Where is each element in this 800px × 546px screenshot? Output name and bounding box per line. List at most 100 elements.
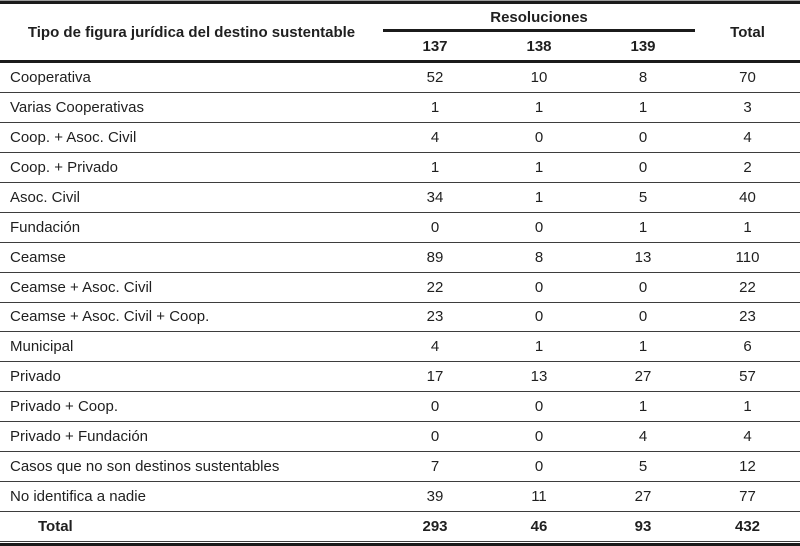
row-value: 4	[743, 428, 752, 446]
row-value: 77	[739, 488, 756, 506]
row-value: 1	[638, 218, 648, 236]
table-row: Fundación 0 0 1 1	[0, 211, 800, 242]
table-row: Varias Cooperativas 1 1 1 3	[0, 91, 800, 122]
row-label: Varias Cooperativas	[10, 98, 144, 116]
table-row: Cooperativa 52 10 8 70	[0, 63, 800, 92]
table-row: Asoc. Civil 34 1 5 40	[0, 181, 800, 212]
row-value: 52	[426, 68, 444, 86]
row-value: 57	[739, 368, 756, 386]
table-row: Privado + Coop. 0 0 1 1	[0, 391, 800, 421]
table-row: Ceamse + Asoc. Civil + Coop. 23 0 0 23	[0, 301, 800, 332]
row-value: 0	[534, 128, 544, 146]
table-bottom-gap	[0, 542, 800, 543]
table-row: Privado + Fundación 0 0 4 4	[0, 421, 800, 451]
header-total-label: Total	[730, 23, 765, 41]
table-header: Tipo de figura jurídica del destino sust…	[0, 4, 800, 60]
row-value: 23	[426, 308, 444, 326]
row-label: Privado + Fundación	[10, 428, 149, 446]
table-row: Privado 17 13 27 57	[0, 361, 800, 391]
row-value: 8	[638, 68, 648, 86]
header-resoluciones-group: Resoluciones 137 138 139	[383, 4, 695, 60]
row-value: 0	[638, 278, 648, 296]
row-value: 13	[530, 368, 548, 386]
row-value: 1	[534, 98, 544, 116]
row-value: 0	[534, 308, 544, 326]
row-value: 1	[534, 338, 544, 356]
row-value: 4	[638, 428, 648, 446]
row-label: Asoc. Civil	[10, 188, 81, 206]
row-value: 5	[638, 188, 648, 206]
row-label: Ceamse	[10, 248, 66, 266]
row-label: Fundación	[10, 218, 81, 236]
row-value: 0	[534, 428, 544, 446]
row-value: 432	[734, 518, 761, 536]
row-label: No identifica a nadie	[10, 488, 146, 506]
row-value: 4	[430, 128, 440, 146]
table-bottom-thin-rule	[0, 541, 800, 542]
row-value: 293	[422, 518, 448, 536]
table-row: No identifica a nadie 39 11 27 77	[0, 481, 800, 511]
row-label: Coop. + Privado	[10, 158, 118, 176]
row-value: 1	[638, 98, 648, 116]
row-value: 22	[426, 278, 444, 296]
row-value: 4	[743, 128, 752, 146]
row-value: 93	[634, 518, 652, 536]
table-row: Coop. + Privado 1 1 0 2	[0, 151, 800, 182]
row-label: Municipal	[10, 338, 74, 356]
row-value: 110	[735, 248, 760, 266]
row-value: 1	[743, 398, 752, 416]
row-value: 46	[530, 518, 548, 536]
row-value: 7	[430, 458, 440, 476]
row-value: 23	[739, 308, 756, 326]
row-value: 0	[638, 308, 648, 326]
row-value: 3	[743, 98, 752, 116]
header-row-label: Tipo de figura jurídica del destino sust…	[27, 23, 356, 41]
header-column-138: 138	[526, 37, 552, 55]
row-value: 1	[430, 98, 440, 116]
table-top-rule	[0, 0, 800, 4]
row-value: 22	[739, 278, 756, 296]
row-value: 0	[534, 398, 544, 416]
header-resoluciones-label: Resoluciones	[383, 4, 695, 32]
row-label: Coop. + Asoc. Civil	[10, 128, 137, 146]
row-value: 0	[430, 218, 440, 236]
row-value: 1	[534, 188, 544, 206]
table-row: Casos que no son destinos sustentables 7 0…	[0, 451, 800, 481]
row-value: 10	[530, 68, 548, 86]
row-value: 17	[426, 368, 444, 386]
row-value: 4	[430, 338, 440, 356]
table-row: Municipal 4 1 1 6	[0, 331, 800, 361]
row-label: Privado	[10, 368, 61, 386]
row-value: 0	[430, 398, 440, 416]
row-value: 1	[638, 398, 648, 416]
row-value: 0	[638, 128, 648, 146]
row-value: 0	[534, 458, 544, 476]
row-label: Cooperativa	[10, 68, 91, 86]
row-value: 6	[743, 338, 752, 356]
row-value: 12	[739, 458, 756, 476]
row-label: Ceamse + Asoc. Civil	[10, 278, 153, 296]
row-label: Ceamse + Asoc. Civil + Coop.	[10, 308, 210, 326]
row-label: Privado + Coop.	[10, 398, 118, 416]
header-column-137: 137	[422, 37, 448, 55]
table-row: Coop. + Asoc. Civil 4 0 0 4	[0, 121, 800, 152]
table-row: Ceamse 89 8 13 110	[0, 241, 800, 272]
row-value: 0	[638, 158, 648, 176]
row-value: 89	[426, 248, 444, 266]
row-value: 27	[634, 368, 652, 386]
row-label: Casos que no son destinos sustentables	[10, 458, 280, 476]
row-value: 13	[634, 248, 652, 266]
row-value: 27	[634, 488, 652, 506]
row-value: 1	[430, 158, 440, 176]
header-resolution-columns: 137 138 139	[383, 32, 695, 60]
table-row: Ceamse + Asoc. Civil 22 0 0 22	[0, 271, 800, 302]
header-column-139: 139	[630, 37, 656, 55]
table-bottom-thick-rule	[0, 543, 800, 546]
row-value: 0	[430, 428, 440, 446]
row-value: 40	[739, 188, 756, 206]
row-value: 34	[426, 188, 444, 206]
row-value: 11	[531, 488, 547, 506]
row-value: 5	[638, 458, 648, 476]
row-label: Total	[38, 518, 73, 536]
